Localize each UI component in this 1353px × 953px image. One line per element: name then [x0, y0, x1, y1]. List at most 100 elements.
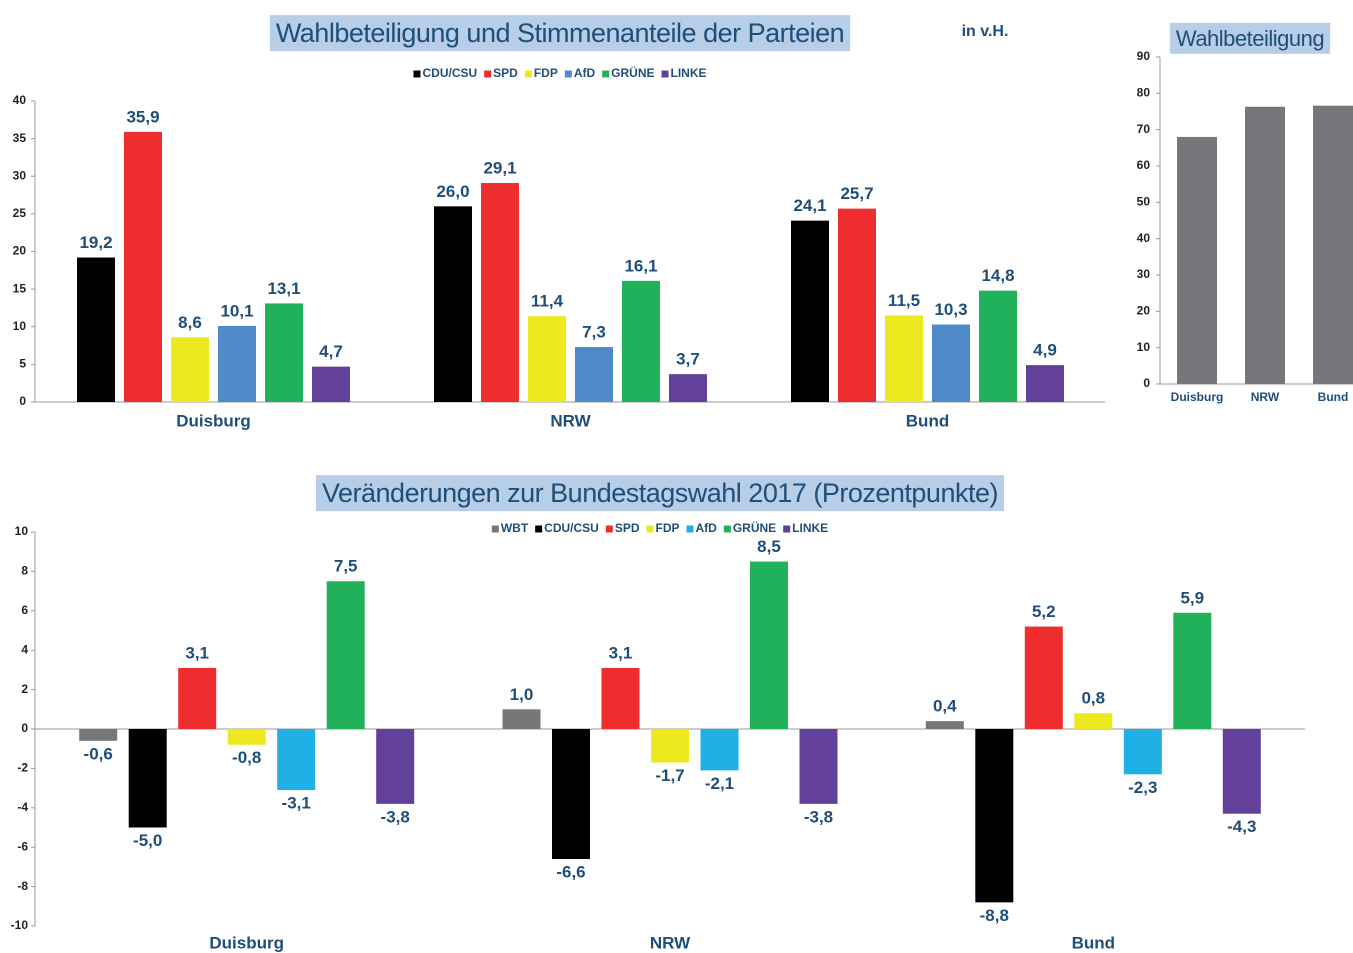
value-label: 5,2	[1032, 602, 1056, 621]
bar	[218, 325, 256, 402]
title-background	[316, 475, 1004, 512]
value-label: 4,7	[319, 342, 343, 361]
bar	[1222, 729, 1261, 814]
bar	[750, 561, 788, 729]
legend-label: CDU/CSU	[422, 66, 477, 80]
legend-swatch	[491, 525, 499, 533]
value-label: 24,1	[793, 196, 826, 215]
chart-title: Wahlbeteiligung	[1176, 26, 1324, 51]
value-label: 26,0	[436, 182, 469, 201]
unit-note: in v.H.	[962, 23, 1009, 40]
bar	[651, 729, 689, 763]
x-tick-label: NRW	[550, 411, 591, 430]
value-label: 14,8	[981, 266, 1014, 285]
value-label: 8,6	[178, 313, 202, 332]
x-tick-label: NRW	[650, 933, 691, 952]
bar	[791, 220, 829, 402]
value-label: -3,1	[282, 794, 311, 813]
value-label: 10,1	[220, 301, 253, 320]
value-label: -3,8	[804, 807, 833, 826]
bar	[502, 709, 541, 729]
value-label: 0,8	[1081, 689, 1105, 708]
legend-label: CDU/CSU	[544, 521, 599, 535]
legend-label: WBT	[501, 521, 529, 535]
legend-swatch	[646, 525, 654, 533]
legend-label: LINKE	[671, 66, 707, 80]
y-tick-label: 80	[1137, 86, 1151, 100]
y-tick-label: 10	[15, 524, 29, 538]
y-tick-label: -2	[17, 761, 28, 775]
legend-label: FDP	[534, 66, 558, 80]
x-tick-label: Duisburg	[209, 933, 284, 952]
legend-label: SPD	[493, 66, 518, 80]
value-label: 1,0	[510, 685, 534, 704]
bar	[1026, 365, 1064, 402]
bar	[128, 729, 167, 828]
value-label: 3,1	[185, 643, 209, 662]
bar	[1024, 626, 1063, 729]
legend-swatch	[484, 70, 492, 78]
bar	[979, 290, 1017, 402]
title-background	[269, 15, 851, 52]
value-label: 19,2	[79, 233, 112, 252]
value-label: 35,9	[126, 107, 159, 126]
bar	[171, 337, 209, 402]
bar	[124, 131, 162, 403]
value-label: 25,7	[840, 184, 873, 203]
value-label: 7,5	[334, 557, 358, 576]
legend: WBT CDU/CSU SPD FDP AfD GRÜNE LINKE	[491, 520, 828, 535]
value-label: -2,1	[705, 774, 734, 793]
value-label: -5,0	[133, 831, 162, 850]
bar	[838, 208, 876, 402]
legend-label: SPD	[615, 521, 640, 535]
title-background	[1169, 22, 1331, 54]
bar	[376, 729, 415, 804]
legend-swatch	[723, 525, 731, 533]
x-tick-label: Bund	[1072, 933, 1115, 952]
legend-label: FDP	[656, 521, 680, 535]
y-tick-label: 50	[1137, 195, 1151, 209]
y-tick-label: 20	[1137, 304, 1151, 318]
x-tick-label: NRW	[1251, 390, 1280, 404]
legend-swatch	[605, 525, 613, 533]
y-tick-label: 70	[1137, 122, 1151, 136]
value-label: -1,7	[655, 766, 684, 785]
y-tick-label: 0	[21, 721, 28, 735]
bar	[700, 729, 739, 771]
chart-title: Wahlbeteiligung und Stimmenanteile der P…	[276, 18, 844, 48]
y-tick-label: -10	[11, 918, 29, 932]
value-label: 8,5	[757, 537, 781, 556]
legend-swatch	[661, 70, 669, 78]
x-tick-label: Duisburg	[176, 411, 251, 430]
bar	[1074, 713, 1113, 729]
value-label: 0,4	[933, 697, 957, 716]
x-tick-label: Bund	[906, 411, 949, 430]
bar	[601, 667, 640, 729]
value-label: -8,8	[980, 906, 1009, 925]
bar	[1123, 729, 1162, 775]
y-tick-label: 35	[13, 131, 27, 145]
y-tick-label: 0	[19, 394, 26, 408]
value-label: -3,8	[381, 807, 410, 826]
bar	[77, 257, 115, 402]
value-label: 3,7	[676, 350, 700, 369]
y-tick-label: -8	[17, 879, 28, 893]
bar	[79, 729, 118, 741]
bar	[622, 280, 660, 402]
bar	[434, 206, 472, 402]
bar	[277, 729, 316, 791]
bar	[1313, 105, 1353, 384]
value-label: -0,6	[84, 744, 113, 763]
bar	[552, 729, 590, 860]
y-tick-label: 10	[1137, 340, 1151, 354]
value-label: -0,8	[232, 748, 261, 767]
value-label: 11,4	[531, 292, 564, 311]
y-tick-label: 40	[1137, 231, 1151, 245]
value-label: 11,5	[888, 291, 920, 310]
value-label: -6,6	[556, 863, 585, 882]
y-tick-label: 15	[13, 281, 27, 295]
value-label: -2,3	[1128, 778, 1157, 797]
legend-swatch	[413, 70, 421, 78]
bar	[799, 729, 838, 804]
